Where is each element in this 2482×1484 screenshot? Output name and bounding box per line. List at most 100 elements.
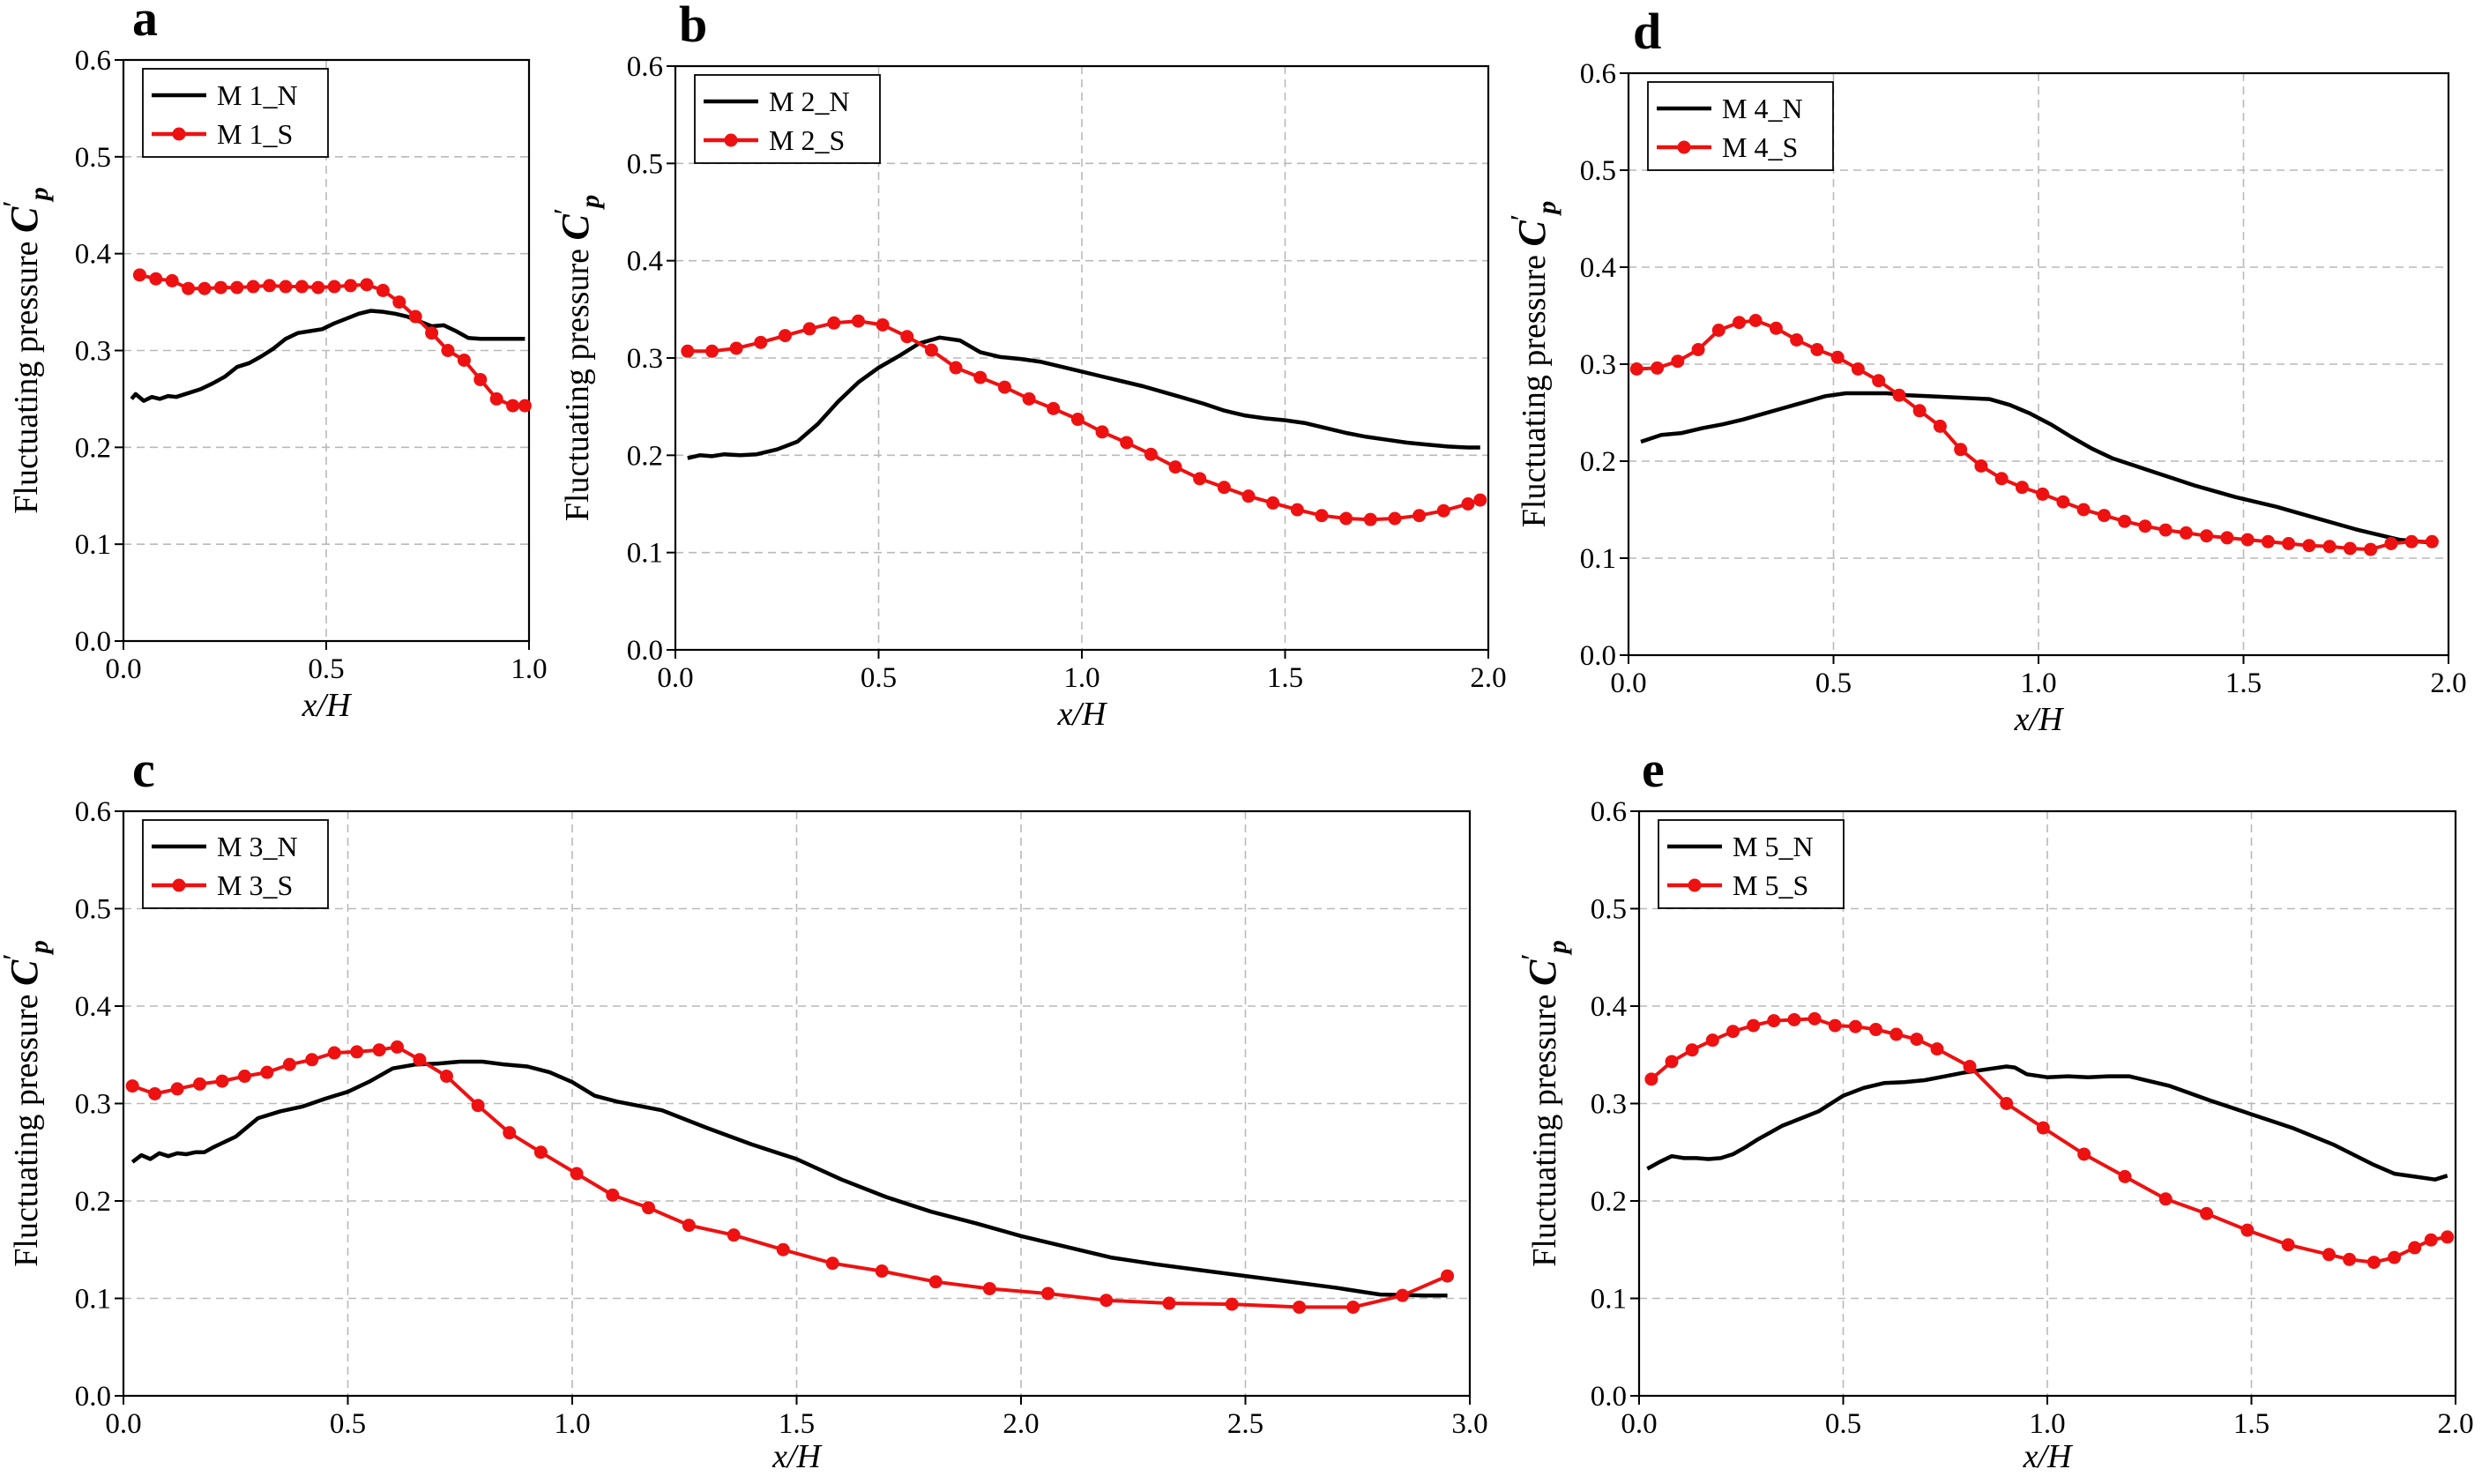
y-axis-symbol: C [554,214,597,241]
x-tick-label: 0.0 [105,653,141,685]
chart-panel-b: b 0.0 0.5 1.0 1.5 2.0 0.0 0.1 0.2 0.3 0.4 0.5 0.6 x/H… [548,0,1507,733]
x-tick-label: 0.5 [1825,1408,1861,1440]
x-axis-label: x/H [771,1438,823,1475]
data-point [1315,509,1329,523]
y-axis-label: Fluctuating pressure C′p [0,940,54,1267]
data-point [1041,1286,1055,1301]
data-point [1767,1014,1781,1028]
data-point [827,316,841,330]
data-point [344,279,358,293]
data-point [2384,537,2398,550]
data-point [350,1045,364,1059]
data-point [279,280,293,294]
data-point [2364,542,2378,556]
data-point [230,280,244,295]
data-point [1629,362,1643,376]
data-point [2441,1230,2455,1244]
panel-letter: e [1642,741,1665,798]
legend-marker [1688,878,1702,892]
data-point [1070,413,1084,427]
data-point [533,1145,548,1160]
series-line-m4_s [1636,318,2433,552]
data-point [875,1264,889,1279]
data-point [2000,1097,2014,1110]
data-point [294,280,309,294]
data-point [2408,1241,2422,1255]
legend-label: M 4_S [1722,131,1798,163]
data-point [1869,1023,1883,1037]
y-tick-label: 0.3 [1580,349,1616,381]
y-axis-label: Fluctuating pressure C′p [1505,201,1561,528]
data-point [1047,401,1061,415]
panel-letter: b [679,0,707,53]
data-point [1388,511,1402,526]
data-point [928,1275,943,1289]
panel-letter: a [132,0,158,47]
y-tick-label: 0.2 [75,432,111,464]
series-line-m3_n [130,1059,1448,1298]
y-axis-symbol: C [3,206,46,233]
data-point [2158,523,2173,537]
data-point [213,280,227,295]
data-point [215,1074,229,1088]
data-point [1807,1011,1822,1025]
y-tick-label: 0.5 [75,142,111,174]
data-point [246,280,260,294]
data-point [473,372,488,386]
x-tick-label: 0.0 [105,1408,141,1440]
x-tick-label: 2.0 [1002,1408,1039,1440]
x-tick-label: 1.5 [1267,662,1303,694]
y-tick-label: 0.5 [75,894,111,926]
data-point [2281,1238,2295,1252]
y-tick-label: 0.5 [1591,894,1627,926]
data-point [982,1281,996,1295]
x-tick-label: 1.0 [511,653,547,685]
data-point [1828,1018,1842,1033]
x-tick-label: 3.0 [1451,1408,1487,1440]
y-tick-label: 0.2 [1591,1186,1627,1218]
legend [694,74,881,164]
legend [1647,81,1834,171]
data-point [1436,503,1450,518]
data-point [1671,354,1685,369]
x-tick-label: 2.0 [2437,1408,2473,1440]
x-tick-label: 1.0 [2029,1408,2065,1440]
data-point [2240,1223,2255,1237]
y-tick-label: 0.3 [627,343,663,375]
data-point [851,314,865,328]
y-tick-label: 0.6 [75,45,111,77]
data-point [1217,481,1231,495]
y-tick-label: 0.1 [627,538,663,570]
y-axis-subscript: p [576,195,605,211]
data-point [778,329,792,343]
data-point [1339,511,1353,526]
data-point [439,1070,453,1084]
data-point [1790,333,1804,347]
y-tick-label: 0.5 [627,148,663,180]
y-tick-label: 0.6 [1591,796,1627,828]
data-point [924,343,938,357]
data-point [408,309,422,324]
x-axis-label: x/H [2023,1438,2074,1475]
x-axis-label: x/H [2014,701,2065,738]
y-axis-label: Fluctuating pressure C′p [1516,940,1572,1267]
data-point [704,344,719,358]
legend-label: M 1_N [217,79,298,111]
data-point [2015,481,2029,495]
data-point [1022,392,1036,406]
data-point [471,1099,485,1113]
data-point [2322,1248,2336,1262]
data-point [1889,1027,1904,1041]
y-axis-label: Fluctuating pressure C′p [0,187,54,514]
data-point [754,335,768,349]
y-axis-prime: ′ [0,200,30,206]
legend-label: M 3_S [217,869,293,901]
data-point [1685,1043,1699,1057]
y-tick-label: 0.2 [75,1186,111,1218]
series-line-m1_n [130,309,525,403]
y-tick-label: 0.0 [1591,1381,1627,1413]
data-point [1705,1033,1719,1048]
y-axis-prime: ′ [548,208,581,214]
data-point [681,344,695,358]
data-point [125,1079,139,1093]
